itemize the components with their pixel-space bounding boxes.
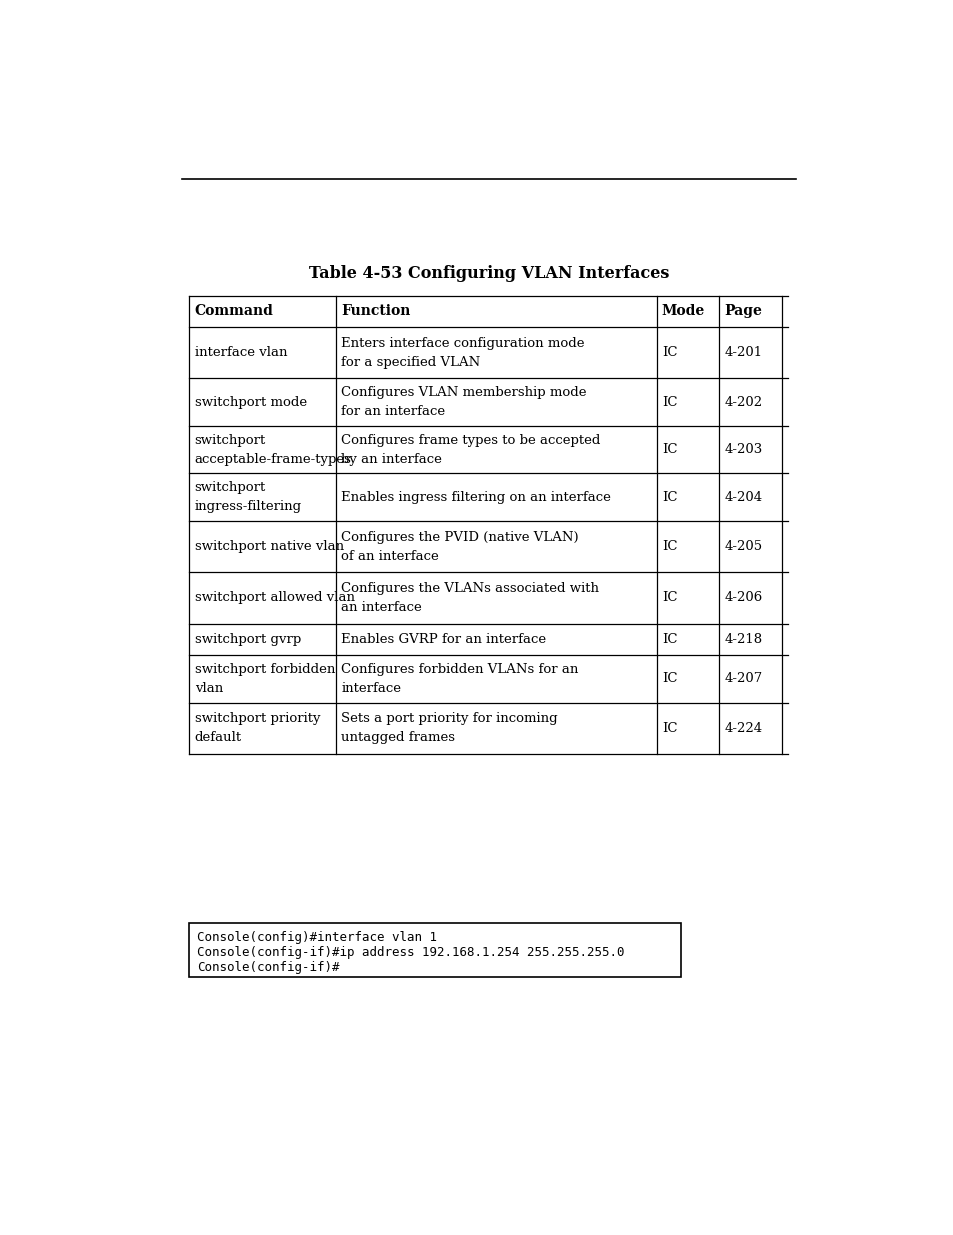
Text: Sets a port priority for incoming: Sets a port priority for incoming bbox=[341, 713, 558, 725]
Text: Console(config)#interface vlan 1
Console(config-if)#ip address 192.168.1.254 255: Console(config)#interface vlan 1 Console… bbox=[196, 931, 623, 974]
Text: IC: IC bbox=[661, 540, 677, 553]
Text: Enables GVRP for an interface: Enables GVRP for an interface bbox=[341, 632, 546, 646]
Text: Configures forbidden VLANs for an: Configures forbidden VLANs for an bbox=[341, 663, 578, 676]
Text: an interface: an interface bbox=[341, 601, 421, 614]
Text: vlan: vlan bbox=[194, 682, 223, 695]
Text: 4-202: 4-202 bbox=[724, 395, 762, 409]
Text: switchport allowed vlan: switchport allowed vlan bbox=[194, 592, 355, 604]
Text: Configures the PVID (native VLAN): Configures the PVID (native VLAN) bbox=[341, 531, 578, 543]
Text: IC: IC bbox=[661, 592, 677, 604]
Text: 4-201: 4-201 bbox=[724, 346, 762, 359]
Text: for a specified VLAN: for a specified VLAN bbox=[341, 356, 480, 369]
Text: untagged frames: untagged frames bbox=[341, 731, 455, 745]
Text: 4-218: 4-218 bbox=[724, 632, 762, 646]
Text: Enters interface configuration mode: Enters interface configuration mode bbox=[341, 337, 584, 350]
Text: switchport gvrp: switchport gvrp bbox=[194, 632, 300, 646]
Text: interface: interface bbox=[341, 682, 401, 695]
Text: switchport native vlan: switchport native vlan bbox=[194, 540, 343, 553]
Text: switchport mode: switchport mode bbox=[194, 395, 307, 409]
Text: 4-204: 4-204 bbox=[724, 490, 762, 504]
Text: Page: Page bbox=[724, 304, 761, 319]
Bar bbox=[190, 924, 680, 977]
Text: IC: IC bbox=[661, 490, 677, 504]
Text: interface vlan: interface vlan bbox=[194, 346, 287, 359]
Text: of an interface: of an interface bbox=[341, 550, 438, 563]
Text: ingress-filtering: ingress-filtering bbox=[194, 500, 301, 514]
Text: switchport: switchport bbox=[194, 482, 266, 494]
Text: IC: IC bbox=[661, 346, 677, 359]
Text: 4-203: 4-203 bbox=[724, 443, 762, 456]
Text: for an interface: for an interface bbox=[341, 405, 445, 419]
Text: 4-224: 4-224 bbox=[724, 721, 762, 735]
Text: IC: IC bbox=[661, 443, 677, 456]
Text: switchport forbidden: switchport forbidden bbox=[194, 663, 335, 676]
Text: 4-206: 4-206 bbox=[724, 592, 762, 604]
Text: Command: Command bbox=[194, 304, 274, 319]
Text: Table 4-53 Configuring VLAN Interfaces: Table 4-53 Configuring VLAN Interfaces bbox=[309, 266, 668, 283]
Text: Configures VLAN membership mode: Configures VLAN membership mode bbox=[341, 387, 586, 399]
Text: IC: IC bbox=[661, 395, 677, 409]
Text: IC: IC bbox=[661, 632, 677, 646]
Text: Enables ingress filtering on an interface: Enables ingress filtering on an interfac… bbox=[341, 490, 611, 504]
Text: by an interface: by an interface bbox=[341, 453, 442, 466]
Text: switchport priority: switchport priority bbox=[194, 713, 320, 725]
Text: IC: IC bbox=[661, 672, 677, 685]
Text: acceptable-frame-types: acceptable-frame-types bbox=[194, 453, 351, 466]
Text: switchport: switchport bbox=[194, 433, 266, 447]
Text: default: default bbox=[194, 731, 241, 745]
Text: 4-205: 4-205 bbox=[724, 540, 762, 553]
Text: Configures frame types to be accepted: Configures frame types to be accepted bbox=[341, 433, 600, 447]
Text: IC: IC bbox=[661, 721, 677, 735]
Text: 4-207: 4-207 bbox=[724, 672, 762, 685]
Text: Configures the VLANs associated with: Configures the VLANs associated with bbox=[341, 582, 598, 595]
Text: Mode: Mode bbox=[661, 304, 704, 319]
Text: Function: Function bbox=[341, 304, 411, 319]
